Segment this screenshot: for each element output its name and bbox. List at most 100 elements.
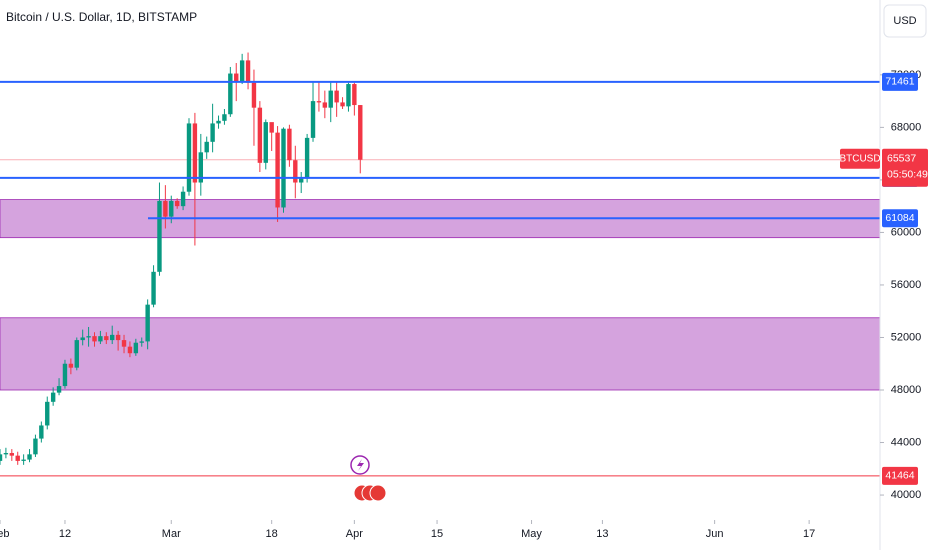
candle-body bbox=[92, 336, 97, 342]
candle-body bbox=[251, 82, 257, 108]
candle-body bbox=[45, 401, 50, 426]
x-tick-label: Apr bbox=[346, 528, 363, 540]
candle-body bbox=[310, 101, 316, 138]
candle-body bbox=[139, 341, 144, 343]
candle-body bbox=[0, 454, 3, 461]
candle-body bbox=[169, 200, 174, 217]
candle-body bbox=[334, 90, 339, 103]
candle-body bbox=[62, 363, 68, 387]
x-tick-label: Feb bbox=[0, 528, 9, 540]
candle-body bbox=[50, 392, 56, 402]
price-badge bbox=[882, 209, 918, 228]
price-badge-label: 61084 bbox=[885, 212, 914, 224]
candle-body bbox=[316, 101, 322, 103]
candle-body bbox=[174, 200, 180, 207]
candle-body bbox=[86, 336, 91, 338]
x-tick-label: 15 bbox=[431, 528, 443, 540]
y-tick-label: 40000 bbox=[891, 489, 922, 501]
x-tick-label: 17 bbox=[803, 528, 815, 540]
event-icon[interactable] bbox=[369, 484, 387, 502]
countdown-label: 05:50:49 bbox=[887, 168, 928, 180]
x-tick-label: 18 bbox=[266, 528, 278, 540]
y-tick-label: 56000 bbox=[891, 279, 922, 291]
candle-body bbox=[340, 102, 345, 107]
candle-body bbox=[3, 453, 9, 455]
candle-body bbox=[151, 271, 156, 305]
lightning bbox=[357, 459, 364, 471]
candle-body bbox=[281, 128, 286, 208]
x-tick-label: 12 bbox=[59, 528, 71, 540]
x-tick-label: 13 bbox=[596, 528, 608, 540]
candle-body bbox=[328, 90, 333, 108]
candle-body bbox=[27, 454, 32, 460]
candle-body bbox=[287, 128, 292, 161]
price-badge-label: 71461 bbox=[885, 76, 914, 88]
candle-body bbox=[68, 363, 74, 368]
candle-body bbox=[33, 438, 38, 455]
candle-body bbox=[157, 200, 162, 272]
candle-body bbox=[263, 122, 268, 163]
plot-area bbox=[0, 52, 880, 477]
x-tick-label: May bbox=[521, 528, 542, 540]
candle-body bbox=[127, 346, 133, 354]
y-tick-label: 44000 bbox=[891, 436, 922, 448]
price-badge-label: 41464 bbox=[885, 470, 914, 482]
candle-body bbox=[222, 114, 227, 121]
candle-body bbox=[74, 340, 79, 368]
candle-body bbox=[234, 73, 239, 82]
candle-body bbox=[275, 132, 280, 208]
candle-body bbox=[299, 178, 304, 183]
candle-body bbox=[293, 160, 298, 183]
candle-body bbox=[245, 60, 251, 83]
candle-body bbox=[304, 137, 310, 179]
candle-body bbox=[346, 84, 351, 107]
candle-body bbox=[210, 123, 215, 142]
candle-body bbox=[39, 425, 44, 439]
y-tick-label: 52000 bbox=[891, 331, 922, 343]
candle-body bbox=[15, 455, 20, 461]
y-tick-label: 48000 bbox=[891, 384, 922, 396]
chart-title: Bitcoin / U.S. Dollar, 1D, BITSTAMP bbox=[6, 10, 197, 24]
candle-body bbox=[133, 342, 139, 354]
candle-body bbox=[192, 123, 198, 183]
candle-body bbox=[56, 386, 62, 393]
candle-body bbox=[269, 122, 274, 133]
candle-body bbox=[257, 107, 263, 163]
candle-body bbox=[145, 304, 150, 342]
currency-button[interactable] bbox=[883, 4, 927, 38]
candle-body bbox=[204, 141, 209, 153]
last-price-label: 65537 bbox=[887, 152, 916, 164]
last-price-badge bbox=[882, 148, 928, 187]
y-tick-label: 60000 bbox=[891, 226, 922, 238]
candle-body bbox=[352, 84, 357, 106]
candle-body bbox=[358, 105, 363, 160]
y-tick-label: 68000 bbox=[891, 121, 922, 133]
candle-body bbox=[216, 120, 221, 124]
price-badge bbox=[882, 72, 918, 91]
candle-body bbox=[98, 336, 103, 342]
candle-body bbox=[80, 337, 85, 341]
candle-body bbox=[115, 334, 121, 341]
candle-body bbox=[9, 453, 15, 456]
candle-body bbox=[163, 200, 168, 217]
candle-body bbox=[322, 102, 328, 108]
x-tick-label: Jun bbox=[706, 528, 724, 540]
zone bbox=[0, 317, 880, 391]
symbol-label: BTCUSD bbox=[839, 153, 880, 164]
candle-body bbox=[104, 336, 109, 341]
candle-body bbox=[186, 123, 192, 192]
symbol-badge bbox=[840, 148, 880, 169]
candle-body bbox=[239, 60, 245, 82]
candle-body bbox=[121, 340, 127, 347]
candle-body bbox=[228, 73, 233, 115]
currency-label[interactable]: USD bbox=[893, 15, 916, 27]
x-tick-label: Mar bbox=[162, 528, 181, 540]
candle-body bbox=[110, 334, 115, 341]
event-icons bbox=[350, 455, 387, 502]
candle-body bbox=[198, 152, 204, 183]
price-badge bbox=[882, 466, 918, 485]
candle-body bbox=[21, 459, 26, 461]
